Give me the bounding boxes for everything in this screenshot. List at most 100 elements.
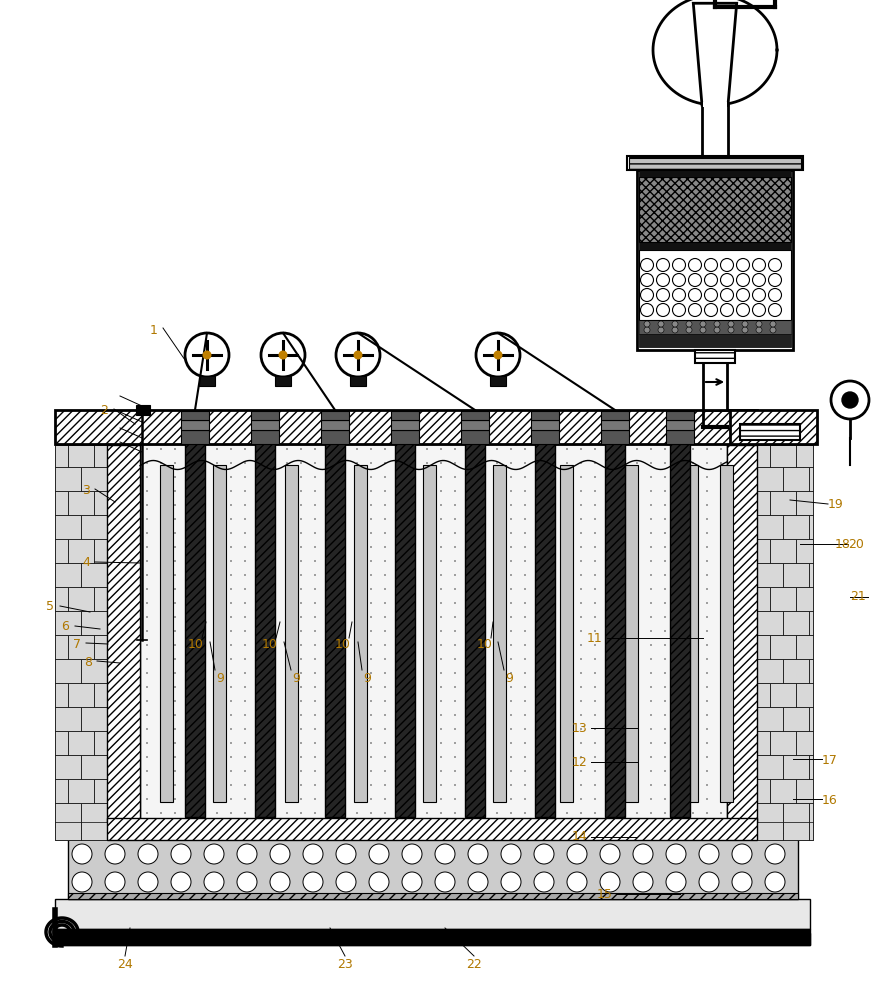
Circle shape — [494, 351, 503, 360]
Circle shape — [370, 546, 372, 548]
Circle shape — [384, 462, 386, 464]
Circle shape — [398, 630, 400, 632]
Circle shape — [328, 728, 330, 730]
Bar — [199, 376, 215, 386]
Bar — [68, 731, 94, 755]
Bar — [796, 731, 813, 755]
Circle shape — [706, 560, 708, 562]
Circle shape — [692, 588, 694, 590]
Circle shape — [160, 784, 162, 786]
Circle shape — [174, 448, 176, 450]
Circle shape — [692, 476, 694, 478]
Circle shape — [538, 714, 540, 716]
Circle shape — [664, 812, 666, 814]
Circle shape — [286, 602, 288, 604]
Circle shape — [328, 770, 330, 772]
Circle shape — [160, 700, 162, 702]
Circle shape — [185, 333, 229, 377]
Text: 24: 24 — [117, 958, 133, 970]
Circle shape — [538, 588, 540, 590]
Circle shape — [692, 532, 694, 534]
Circle shape — [230, 714, 232, 716]
Circle shape — [706, 658, 708, 660]
Bar — [757, 611, 783, 635]
Circle shape — [672, 304, 686, 316]
Circle shape — [286, 518, 288, 520]
Circle shape — [524, 504, 526, 506]
Circle shape — [412, 448, 414, 450]
Bar — [68, 587, 94, 611]
Circle shape — [650, 504, 652, 506]
Circle shape — [440, 630, 442, 632]
Circle shape — [664, 546, 666, 548]
Circle shape — [370, 462, 372, 464]
Circle shape — [356, 770, 358, 772]
Circle shape — [566, 546, 568, 548]
Circle shape — [580, 448, 582, 450]
Bar — [796, 445, 813, 467]
Circle shape — [482, 658, 484, 660]
Circle shape — [258, 574, 260, 576]
Circle shape — [566, 532, 568, 534]
Circle shape — [202, 630, 204, 632]
Bar — [461, 430, 489, 444]
Circle shape — [496, 476, 498, 478]
Circle shape — [300, 770, 302, 772]
Circle shape — [770, 327, 776, 333]
Bar — [740, 424, 800, 440]
Bar — [81, 803, 107, 827]
Circle shape — [146, 644, 148, 646]
Circle shape — [303, 844, 323, 864]
Circle shape — [468, 462, 470, 464]
Circle shape — [230, 700, 232, 702]
Circle shape — [174, 504, 176, 506]
Circle shape — [468, 532, 470, 534]
Circle shape — [356, 574, 358, 576]
Circle shape — [622, 812, 624, 814]
Circle shape — [342, 560, 344, 562]
Circle shape — [356, 700, 358, 702]
Circle shape — [270, 872, 290, 892]
Bar — [81, 822, 107, 840]
Circle shape — [286, 784, 288, 786]
Circle shape — [552, 518, 554, 520]
Text: 10: 10 — [188, 639, 204, 652]
Bar — [354, 465, 367, 802]
Bar — [703, 102, 727, 107]
Circle shape — [286, 462, 288, 464]
Bar — [107, 822, 133, 840]
Circle shape — [146, 672, 148, 674]
Bar — [757, 539, 770, 563]
Circle shape — [538, 728, 540, 730]
Circle shape — [510, 602, 512, 604]
Circle shape — [202, 602, 204, 604]
Circle shape — [230, 560, 232, 562]
Circle shape — [370, 672, 372, 674]
Circle shape — [664, 742, 666, 744]
Bar — [770, 731, 796, 755]
Circle shape — [188, 742, 190, 744]
Circle shape — [426, 812, 428, 814]
Circle shape — [272, 728, 274, 730]
Circle shape — [398, 714, 400, 716]
Circle shape — [580, 602, 582, 604]
Circle shape — [608, 518, 610, 520]
Circle shape — [705, 258, 717, 271]
Circle shape — [370, 714, 372, 716]
Circle shape — [230, 798, 232, 800]
Circle shape — [370, 700, 372, 702]
Circle shape — [272, 714, 274, 716]
Circle shape — [608, 700, 610, 702]
Circle shape — [580, 616, 582, 618]
Circle shape — [720, 588, 722, 590]
Circle shape — [300, 560, 302, 562]
Circle shape — [566, 658, 568, 660]
Circle shape — [412, 742, 414, 744]
Circle shape — [482, 770, 484, 772]
Circle shape — [664, 672, 666, 674]
Circle shape — [650, 812, 652, 814]
Circle shape — [468, 672, 470, 674]
Circle shape — [244, 630, 246, 632]
Circle shape — [720, 532, 722, 534]
Circle shape — [146, 490, 148, 492]
